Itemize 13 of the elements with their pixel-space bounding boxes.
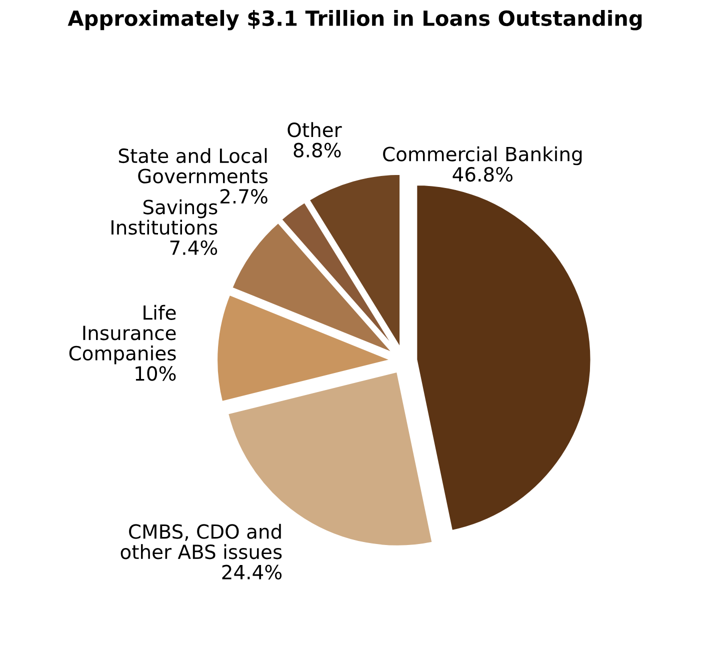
data-label: 7.4% xyxy=(170,240,218,256)
data-label: 10% xyxy=(136,366,176,381)
chart-title: Approximately $3.1 Trillion in Loans Outstanding xyxy=(68,10,642,30)
slice-label: Savings Institutions xyxy=(112,199,218,235)
slice-label: CMBS, CDO and other ABS issues xyxy=(120,524,282,560)
data-label: 2.7% xyxy=(220,189,268,204)
slice-label: Commercial Banking xyxy=(383,146,582,166)
slice-label: Other xyxy=(288,122,342,138)
data-label: 24.4% xyxy=(222,564,282,580)
data-label: 46.8% xyxy=(452,167,512,182)
slice-label: State and Local Governments xyxy=(118,148,268,184)
data-label: 8.8% xyxy=(294,142,341,158)
slice-label: Life Insurance Companies xyxy=(69,304,176,364)
